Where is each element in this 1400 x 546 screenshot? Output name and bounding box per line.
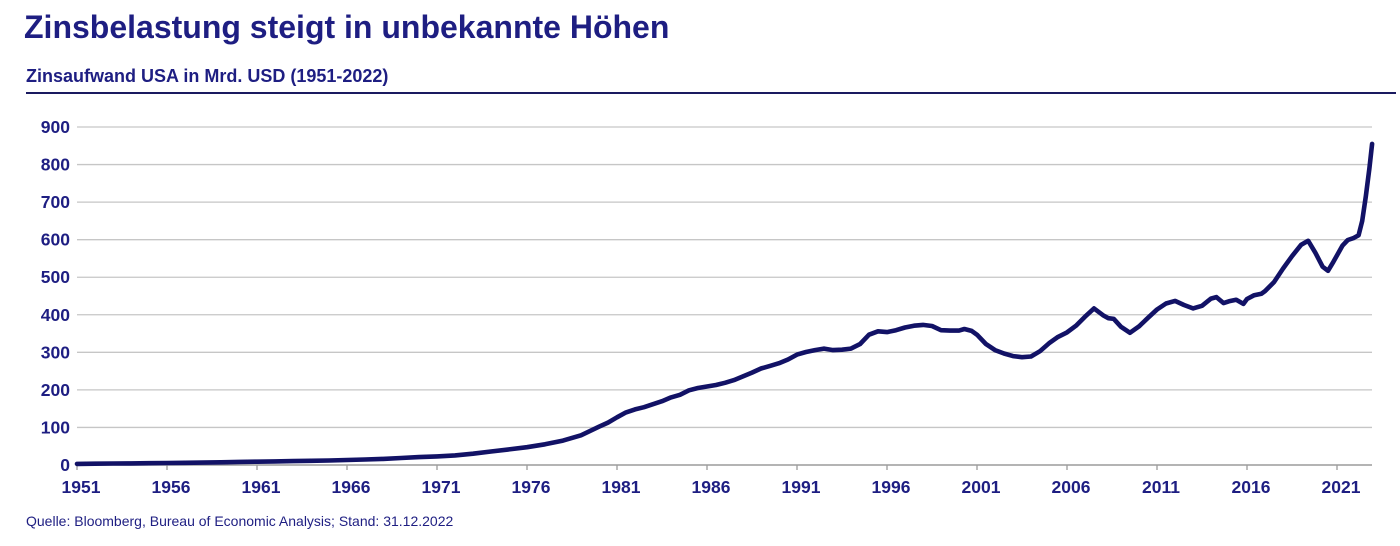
source-note: Quelle: Bloomberg, Bureau of Economic An… bbox=[26, 513, 454, 529]
x-axis-tick-label: 1991 bbox=[782, 477, 821, 497]
y-axis-tick-label: 500 bbox=[41, 267, 70, 287]
x-axis-tick-label: 2021 bbox=[1322, 477, 1361, 497]
y-axis-tick-label: 300 bbox=[41, 342, 70, 362]
x-axis-tick-label: 1986 bbox=[692, 477, 731, 497]
chart-subtitle: Zinsaufwand USA in Mrd. USD (1951-2022) bbox=[26, 66, 389, 86]
x-axis-tick-label: 2006 bbox=[1052, 477, 1091, 497]
x-axis-tick-label: 1976 bbox=[512, 477, 551, 497]
y-axis-tick-label: 600 bbox=[41, 230, 70, 250]
x-axis-tick-label: 2016 bbox=[1232, 477, 1271, 497]
x-axis-tick-label: 1961 bbox=[242, 477, 281, 497]
x-axis-tick-label: 1981 bbox=[602, 477, 641, 497]
y-axis-tick-label: 400 bbox=[41, 305, 70, 325]
x-axis-tick-label: 1966 bbox=[332, 477, 371, 497]
data-line bbox=[74, 141, 1375, 467]
x-axis-tick-label: 1956 bbox=[152, 477, 191, 497]
y-axis-tick-label: 100 bbox=[41, 417, 70, 437]
x-axis-tick-label: 2011 bbox=[1142, 477, 1180, 497]
subtitle-divider bbox=[26, 92, 1396, 94]
x-axis-tick-label: 1971 bbox=[422, 477, 461, 497]
chart-title: Zinsbelastung steigt in unbekannte Höhen bbox=[24, 9, 670, 45]
y-axis-tick-label: 700 bbox=[41, 192, 70, 212]
x-axis-tick-label: 2001 bbox=[962, 477, 1001, 497]
x-axis-tick-label: 1996 bbox=[872, 477, 911, 497]
x-axis-tick-label: 1951 bbox=[62, 477, 101, 497]
y-axis-tick-label: 800 bbox=[41, 155, 70, 175]
y-axis-tick-label: 200 bbox=[41, 380, 70, 400]
y-axis-tick-label: 0 bbox=[60, 455, 70, 475]
y-axis-tick-label: 900 bbox=[41, 117, 70, 137]
